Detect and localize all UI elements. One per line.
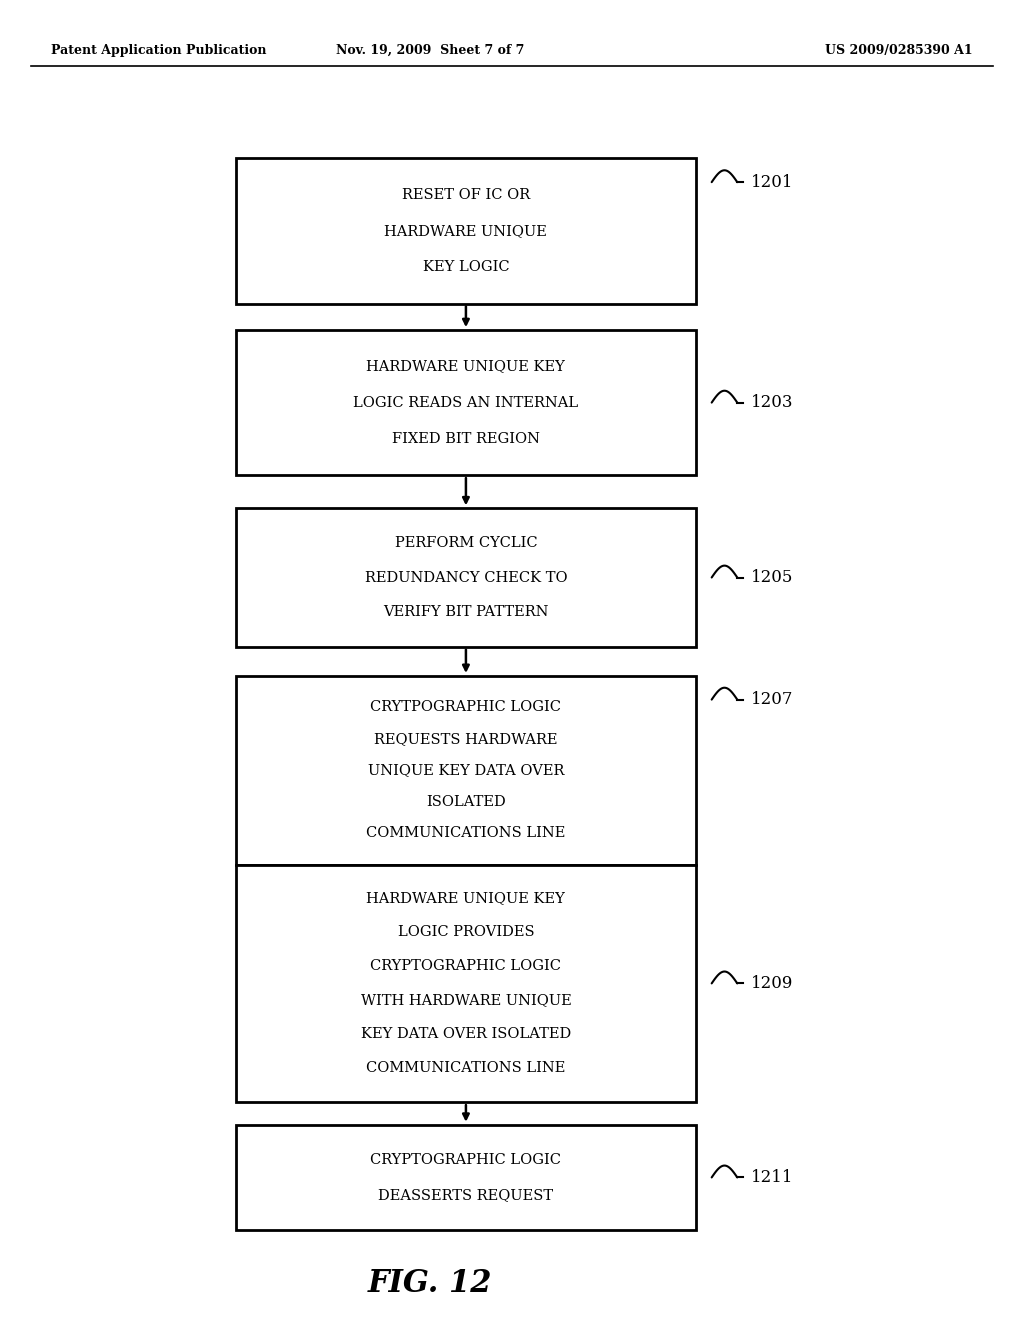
Bar: [236, 508, 696, 647]
Text: 1209: 1209: [751, 975, 793, 991]
Bar: [236, 330, 696, 475]
Text: ISOLATED: ISOLATED: [426, 795, 506, 809]
Text: PERFORM CYCLIC: PERFORM CYCLIC: [394, 536, 538, 550]
Text: CRYTPOGRAPHIC LOGIC: CRYTPOGRAPHIC LOGIC: [371, 701, 561, 714]
Text: Patent Application Publication: Patent Application Publication: [51, 44, 266, 57]
Text: COMMUNICATIONS LINE: COMMUNICATIONS LINE: [367, 1061, 565, 1076]
Text: LOGIC READS AN INTERNAL: LOGIC READS AN INTERNAL: [353, 396, 579, 409]
Text: RESET OF IC OR: RESET OF IC OR: [401, 187, 530, 202]
Text: KEY DATA OVER ISOLATED: KEY DATA OVER ISOLATED: [360, 1027, 571, 1041]
Bar: [236, 865, 696, 1102]
Bar: [236, 158, 696, 304]
Text: KEY LOGIC: KEY LOGIC: [423, 260, 509, 275]
Bar: [236, 676, 696, 865]
Text: HARDWARE UNIQUE: HARDWARE UNIQUE: [384, 224, 548, 238]
Text: 1201: 1201: [751, 174, 794, 190]
Text: REQUESTS HARDWARE: REQUESTS HARDWARE: [374, 731, 558, 746]
Text: HARDWARE UNIQUE KEY: HARDWARE UNIQUE KEY: [367, 891, 565, 906]
Text: WITH HARDWARE UNIQUE: WITH HARDWARE UNIQUE: [360, 994, 571, 1007]
Text: 1205: 1205: [751, 569, 793, 586]
Text: VERIFY BIT PATTERN: VERIFY BIT PATTERN: [383, 605, 549, 619]
Text: US 2009/0285390 A1: US 2009/0285390 A1: [825, 44, 973, 57]
Text: REDUNDANCY CHECK TO: REDUNDANCY CHECK TO: [365, 570, 567, 585]
Text: HARDWARE UNIQUE KEY: HARDWARE UNIQUE KEY: [367, 359, 565, 374]
Text: 1207: 1207: [751, 692, 794, 708]
Text: 1211: 1211: [751, 1170, 794, 1185]
Text: LOGIC PROVIDES: LOGIC PROVIDES: [397, 925, 535, 940]
Text: UNIQUE KEY DATA OVER: UNIQUE KEY DATA OVER: [368, 763, 564, 777]
Text: FIXED BIT REGION: FIXED BIT REGION: [392, 432, 540, 446]
Bar: [236, 1125, 696, 1230]
Text: CRYPTOGRAPHIC LOGIC: CRYPTOGRAPHIC LOGIC: [371, 960, 561, 973]
Text: COMMUNICATIONS LINE: COMMUNICATIONS LINE: [367, 826, 565, 840]
Text: DEASSERTS REQUEST: DEASSERTS REQUEST: [378, 1188, 554, 1203]
Text: 1203: 1203: [751, 395, 794, 411]
Text: CRYPTOGRAPHIC LOGIC: CRYPTOGRAPHIC LOGIC: [371, 1152, 561, 1167]
Text: FIG. 12: FIG. 12: [368, 1267, 493, 1299]
Text: Nov. 19, 2009  Sheet 7 of 7: Nov. 19, 2009 Sheet 7 of 7: [336, 44, 524, 57]
